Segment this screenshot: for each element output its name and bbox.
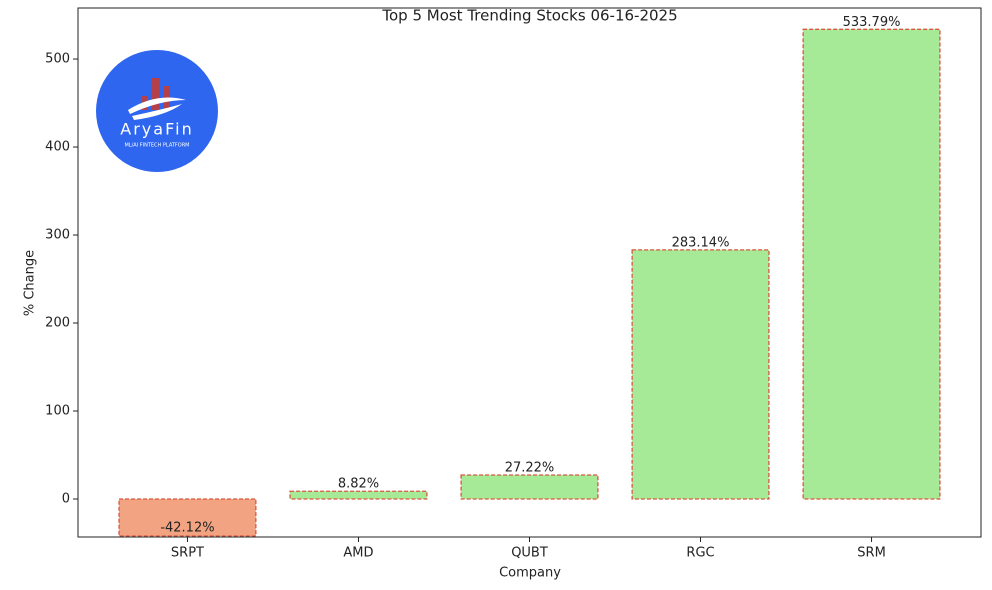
y-axis-label: % Change: [23, 250, 38, 316]
logo: AryaFin ML/AI FINTECH PLATFORM: [96, 50, 218, 172]
bar: [289, 490, 428, 500]
bar: [460, 474, 599, 500]
value-label: 27.22%: [505, 461, 555, 476]
plot-frame: [77, 7, 982, 538]
x-tick-label: SRM: [857, 546, 886, 561]
bar: [802, 28, 941, 500]
logo-text: AryaFin: [120, 120, 193, 139]
x-tick-label: RGC: [686, 546, 714, 561]
value-label: 283.14%: [672, 235, 730, 250]
y-tick-label: 100: [45, 403, 70, 418]
y-tick-label: 200: [45, 316, 70, 331]
x-tick-label: AMD: [343, 546, 373, 561]
value-label: -42.12%: [160, 520, 214, 535]
x-tick-label: SRPT: [171, 546, 204, 561]
y-tick-label: 0: [62, 491, 70, 506]
chart-title: Top 5 Most Trending Stocks 06-16-2025: [381, 7, 677, 25]
x-axis-label: Company: [499, 566, 561, 581]
y-tick-label: 300: [45, 228, 70, 243]
bar: [118, 498, 257, 537]
x-tick-label: QUBT: [511, 546, 548, 561]
value-label: 8.82%: [338, 477, 379, 492]
bar: [631, 249, 770, 500]
logo-subtext: ML/AI FINTECH PLATFORM: [124, 143, 189, 149]
y-tick-label: 400: [45, 140, 70, 155]
y-tick-label: 500: [45, 52, 70, 67]
value-label: 533.79%: [843, 15, 901, 30]
